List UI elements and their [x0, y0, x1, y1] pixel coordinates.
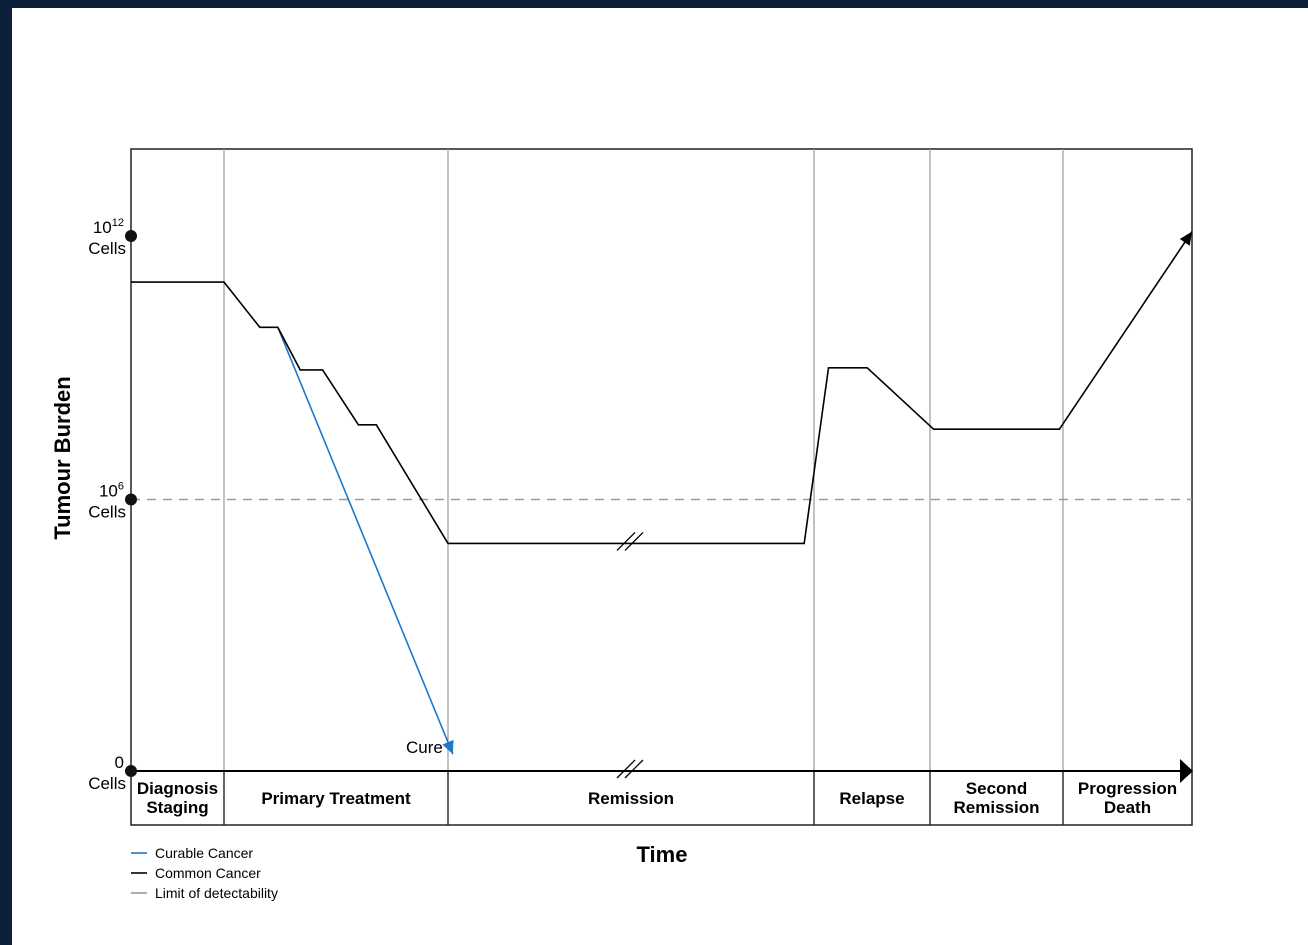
- series-arrow-0: [442, 739, 454, 755]
- plot-frame: [130, 148, 1193, 826]
- legend-label-0: Curable Cancer: [155, 845, 253, 861]
- y-tick-unit-1: Cells: [88, 503, 126, 522]
- y-tick-dot-0: [125, 230, 137, 242]
- phase-label-4-0: Second: [966, 779, 1027, 798]
- phase-label-3-0: Relapse: [839, 789, 904, 808]
- phase-label-1-0: Primary Treatment: [261, 789, 411, 808]
- x-axis-break-mark-stroke-1: [624, 759, 644, 779]
- x-axis-title: Time: [637, 842, 688, 867]
- y-tick-label-2: 0: [115, 753, 124, 772]
- phase-label-0-1: Staging: [146, 798, 208, 817]
- annotation-cure: Cure: [406, 738, 443, 757]
- x-axis-arrow: [1180, 759, 1193, 783]
- y-axis-title: Tumour Burden: [50, 376, 75, 539]
- phase-label-5-1: Death: [1104, 798, 1151, 817]
- chart-page: [12, 8, 1308, 945]
- y-tick-label-0: 1012: [93, 217, 124, 237]
- x-axis-break-mark-stroke-0: [616, 759, 636, 779]
- phase-label-5-0: Progression: [1078, 779, 1177, 798]
- phase-label-2-0: Remission: [588, 789, 674, 808]
- y-tick-unit-0: Cells: [88, 239, 126, 258]
- series-arrow-1: [1179, 231, 1192, 246]
- series-line-0: [277, 326, 454, 755]
- series-break-mark: [616, 531, 644, 551]
- series-break-mark-stroke-1: [624, 531, 644, 551]
- series-break-mark-stroke-0: [616, 531, 636, 551]
- phase-label-4-1: Remission: [954, 798, 1040, 817]
- y-tick-dot-2: [125, 765, 137, 777]
- series-line-1: [131, 231, 1193, 545]
- y-tick-dot-1: [125, 493, 137, 506]
- x-axis-break-mark: [616, 759, 644, 779]
- y-tick-label-1: 106: [99, 481, 124, 501]
- legend-label-2: Limit of detectability: [155, 885, 278, 901]
- y-tick-unit-2: Cells: [88, 774, 126, 793]
- legend-label-1: Common Cancer: [155, 865, 261, 881]
- phase-label-0-0: Diagnosis: [137, 779, 218, 798]
